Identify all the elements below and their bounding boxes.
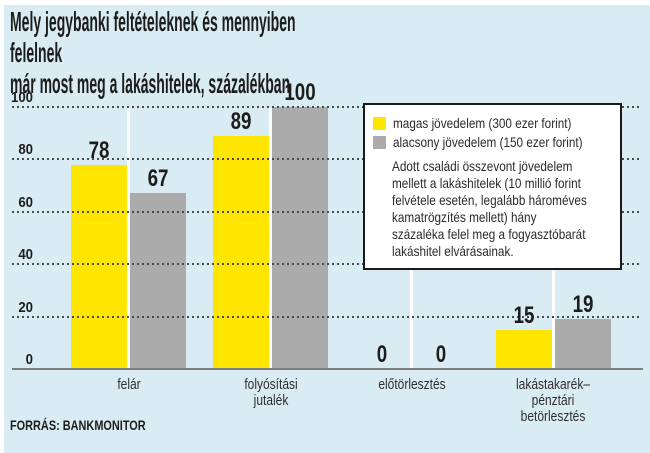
y-tick-label: 80 <box>18 141 33 158</box>
bar-value-label: 67 <box>147 165 169 192</box>
legend-item-low-income: alacsony jövedelem (150 ezer forint) <box>373 135 619 149</box>
bar <box>213 136 269 369</box>
legend-item-label: magas jövedelem (300 ezer forint) <box>393 115 572 131</box>
gridline <box>12 211 640 213</box>
bar <box>130 193 186 369</box>
gray-swatch-icon <box>373 135 386 149</box>
category-label: folyósítási jutalék <box>243 376 298 409</box>
gridline <box>12 158 640 160</box>
legend-box: magas jövedelem (300 ezer forint) alacso… <box>363 103 622 270</box>
source-credit: FORRÁS: BANKMONITOR <box>10 417 146 433</box>
bar <box>71 165 127 369</box>
y-tick-label: 20 <box>18 299 33 316</box>
category-label: előtörlesztés <box>377 376 446 393</box>
bar <box>272 107 328 369</box>
y-tick-label: 60 <box>18 194 33 211</box>
bar <box>495 330 552 369</box>
gridline <box>12 106 640 108</box>
legend-note: Adott családi összevont jövedelem mellet… <box>392 158 587 259</box>
yellow-swatch-icon <box>373 116 386 130</box>
bar-value-label: 78 <box>88 137 110 164</box>
y-tick-label: 100 <box>10 89 34 106</box>
gridline <box>12 316 640 318</box>
bar-value-label: 19 <box>572 291 593 318</box>
bar-value-label: 15 <box>513 302 534 329</box>
category-label: lakástakarék– pénztári betörlesztés <box>515 376 591 425</box>
y-tick-label: 40 <box>18 246 33 263</box>
bar-value-label: 89 <box>230 108 252 135</box>
column-separator <box>127 108 130 369</box>
gridline <box>12 263 640 265</box>
legend-item-label: alacsony jövedelem (150 ezer forint) <box>393 134 583 150</box>
bar <box>554 319 611 369</box>
x-axis-line <box>12 368 643 370</box>
bar-value-label: 100 <box>284 79 316 106</box>
legend-item-high-income: magas jövedelem (300 ezer forint) <box>373 116 605 130</box>
y-tick-label: 0 <box>25 351 33 368</box>
category-label: felár <box>116 376 141 393</box>
bar-value-label: 0 <box>435 341 447 368</box>
bar-value-label: 0 <box>376 341 388 368</box>
column-separator <box>269 108 272 369</box>
chart-title: Mely jegybanki feltételeknek és mennyibe… <box>10 6 296 99</box>
